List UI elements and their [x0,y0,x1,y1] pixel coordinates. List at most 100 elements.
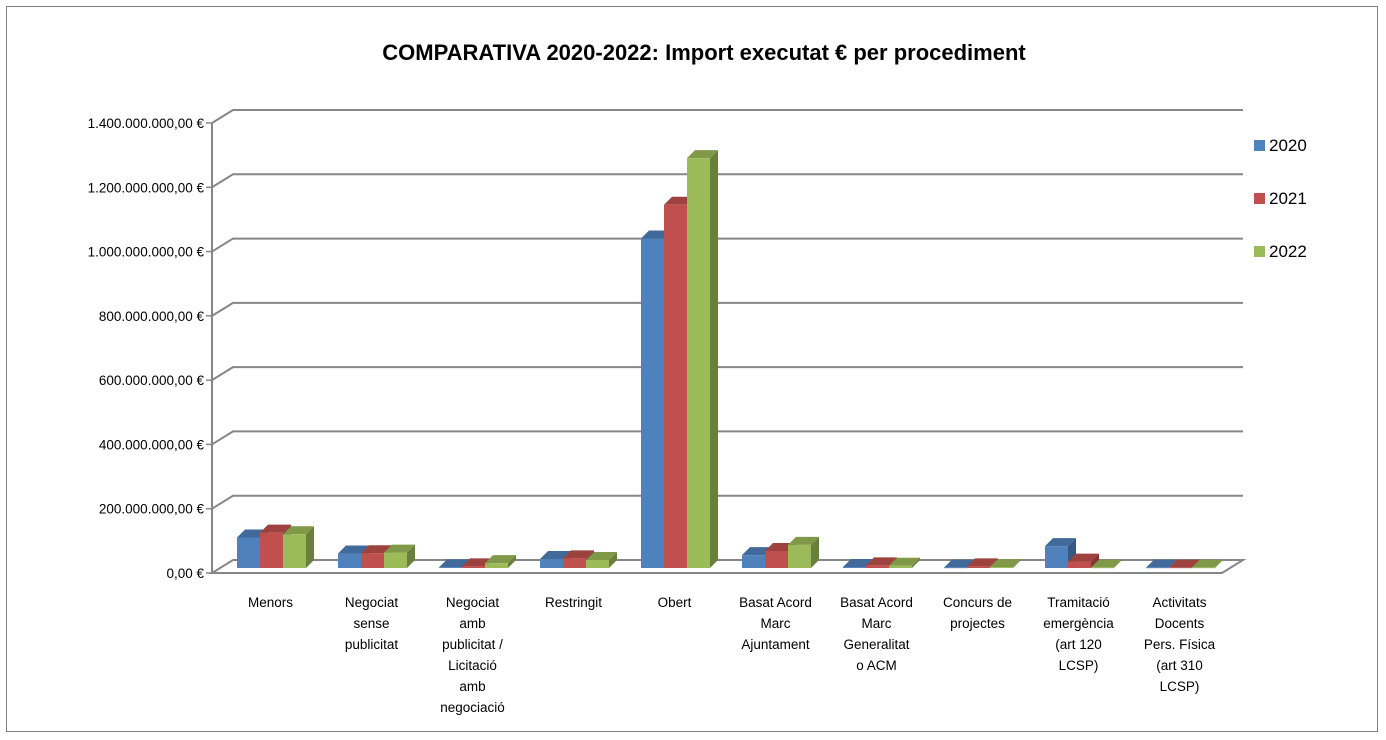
gridline [211,494,1243,510]
legend-swatch [1254,193,1265,204]
bar-side [1013,559,1021,568]
y-tick-label: 1.200.000.000,00 € [88,180,205,195]
bar-top [1045,538,1076,547]
x-tick-label: Obert [658,595,692,610]
bar-2020 [540,559,563,568]
bar-2022 [1091,567,1114,569]
bar-top [990,559,1021,568]
bar-side [1215,559,1223,568]
bar-top [1091,559,1122,568]
y-tick-label: 600.000.000,00 € [99,373,205,388]
gridline [211,237,1243,253]
bar-top [866,557,897,566]
bar-2020 [1146,567,1169,569]
legend: 2020 2021 2022 [1254,136,1307,261]
bar-2022 [687,158,710,568]
bar-side [710,150,718,568]
bar-chart: COMPARATIVA 2020-2022: Import executat €… [88,40,1307,715]
bar-side [609,551,617,568]
bar-top [384,544,415,553]
bar-top [843,559,874,568]
bar-top [540,551,571,559]
chart-title: COMPARATIVA 2020-2022: Import executat €… [382,40,1026,65]
bar-2021 [1068,561,1091,568]
bar-top [1169,559,1200,568]
bar-top [283,526,314,535]
bar-2022 [1192,567,1215,569]
bar-side [1114,559,1122,568]
bar-side [508,555,516,568]
y-tick-label: 0,00 € [166,566,204,581]
bar-2020 [439,567,462,568]
legend-swatch [1254,140,1265,151]
bar-top [586,551,617,560]
bar-2022 [485,563,508,568]
gridline [211,366,1243,381]
bar-2020 [641,238,664,569]
x-tick-label: Negociat sense publicitat [345,595,399,652]
bar-2022 [990,567,1013,568]
x-tick-label: Concurs de projectes [943,595,1012,631]
y-tick-label: 200.000.000,00 € [99,502,205,517]
bar-2021 [361,553,384,568]
bar-top [889,557,920,566]
bar-2022 [586,559,609,568]
bar-side [912,557,920,568]
bar-2021 [1169,567,1192,569]
bar-top [788,536,819,545]
chart-frame: COMPARATIVA 2020-2022: Import executat €… [6,6,1378,732]
bar-2022 [889,565,912,568]
floor [208,559,1247,574]
y-tick-label: 1.400.000.000,00 € [88,116,205,131]
x-tick-label: Basat Acord Marc Generalitat o ACM [840,595,913,673]
y-axis-ticks: 0,00 € 200.000.000,00 € 400.000.000,00 € 60… [88,116,212,581]
bar-top [1192,559,1223,568]
bar-2021 [967,566,990,568]
legend-entry: 2021 [1269,189,1307,208]
bar-2020 [742,555,765,568]
bar-side [407,544,415,568]
bar-top [361,545,392,554]
bar-2020 [237,537,260,568]
bar-top [687,150,718,159]
bar-2020 [944,567,967,569]
bar-side [1091,553,1099,568]
x-tick-label: Activitats Docents Pers. Física (art 310 LCS… [1144,595,1216,694]
bar-side [306,526,314,568]
y-tick-label: 400.000.000,00 € [99,437,205,452]
bar-top [485,555,516,564]
x-tick-label: Restringit [545,595,602,610]
bar-2021 [563,558,586,568]
bar-2021 [866,565,889,568]
bar-top [944,559,975,568]
x-axis-labels: Menors Negociat sense publicitat Negociat amb… [248,595,1216,715]
bar-2021 [664,204,687,569]
y-tick-label: 800.000.000,00 € [99,309,205,324]
bar-top [1146,559,1177,568]
x-tick-label: Negociat amb publicitat / Licitació amb negoc… [440,595,505,715]
gridline [211,173,1243,189]
bar-top [338,545,369,554]
bars [237,150,1223,569]
chart-walls [208,123,1247,574]
bar-top [439,559,470,568]
x-tick-label: Basat Acord Marc Ajuntament [739,595,812,652]
gridline [211,109,1243,124]
gridline [211,301,1243,317]
bar-top [967,558,998,567]
bar-2021 [462,566,485,568]
y-tick-label: 1.000.000.000,00 € [88,245,205,260]
bar-2021 [765,550,788,568]
bar-top [563,550,594,559]
bar-2022 [283,534,306,568]
bar-2022 [788,544,811,568]
bar-side [811,536,819,568]
bar-2020 [843,567,866,568]
gridlines [211,109,1243,510]
bar-2020 [338,553,361,568]
bar-top [260,524,291,533]
legend-entry: 2022 [1269,242,1307,261]
gridline [211,430,1243,446]
bar-2022 [384,552,407,568]
x-tick-label: Menors [248,595,293,610]
